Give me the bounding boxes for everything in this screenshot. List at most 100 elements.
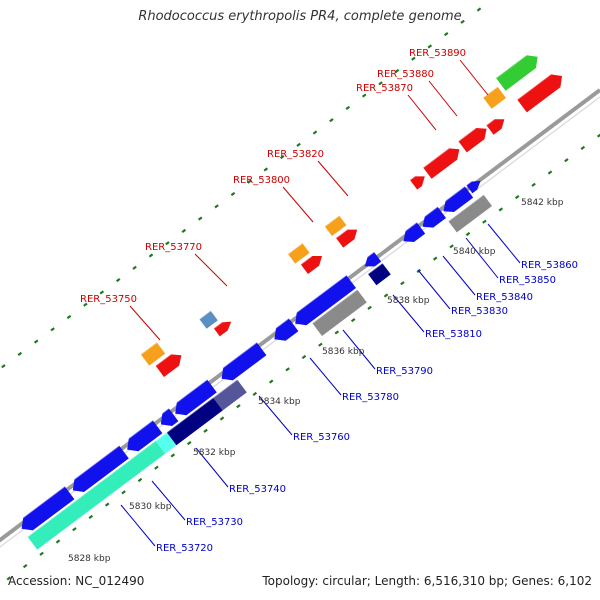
- position-tick: [104, 502, 110, 507]
- kbp-label: 5830 kbp: [129, 502, 172, 512]
- gene-label: RER_53730: [186, 517, 243, 528]
- gene-label: RER_53830: [451, 306, 508, 317]
- label-leader-line: [194, 253, 228, 287]
- gene-label: RER_53750: [80, 294, 137, 305]
- gene-feature-highlight: [67, 445, 120, 485]
- label-leader-line: [407, 94, 437, 131]
- kbp-label: 5832 kbp: [193, 448, 236, 458]
- gene-feature: [274, 318, 299, 341]
- gene-feature-highlight: [155, 431, 168, 442]
- label-leader-line: [428, 80, 458, 117]
- position-tick: [263, 167, 269, 172]
- position-tick: [596, 133, 600, 138]
- gene-feature: [486, 119, 505, 135]
- map-title: Rhodococcus erythropolis PR4, complete g…: [138, 9, 462, 24]
- gene-feature-highlight: [140, 341, 158, 355]
- position-tick: [236, 404, 241, 409]
- position-tick: [361, 93, 367, 98]
- accession-text: Accession: NC_012490: [8, 574, 145, 588]
- gene-feature-highlight: [213, 321, 223, 329]
- gene-feature-highlight: [438, 185, 466, 207]
- position-tick: [400, 281, 405, 286]
- position-tick: [432, 256, 438, 261]
- position-tick: [312, 130, 318, 135]
- position-tick: [50, 327, 55, 332]
- gene-feature-highlight: [367, 262, 383, 275]
- gene-feature-highlight: [16, 485, 66, 524]
- gene-feature: [336, 229, 358, 248]
- position-tick: [214, 204, 219, 209]
- position-tick: [296, 142, 301, 147]
- gene-feature: [213, 321, 232, 337]
- position-tick: [580, 145, 586, 150]
- kbp-label: 5840 kbp: [453, 247, 496, 257]
- gene-feature: [221, 342, 267, 381]
- gene-feature-highlight: [311, 289, 358, 324]
- position-tick: [367, 305, 372, 310]
- gene-feature-highlight: [417, 206, 439, 222]
- gene-feature-highlight: [27, 440, 157, 538]
- genome-summary-text: Topology: circular; Length: 6,516,310 bp…: [262, 574, 592, 588]
- position-tick: [72, 527, 77, 532]
- gene-feature: [443, 186, 474, 212]
- gene-feature: [422, 206, 446, 228]
- label-leaders: [120, 59, 521, 547]
- position-tick: [219, 416, 225, 421]
- gene-feature-highlight: [516, 73, 552, 101]
- gene-label: RER_53770: [145, 242, 202, 253]
- position-tick: [345, 105, 351, 110]
- gene-feature: [72, 445, 129, 492]
- kbp-label: 5834 kbp: [258, 397, 301, 407]
- label-leader-line: [487, 223, 521, 264]
- gene-feature-highlight: [155, 353, 172, 367]
- position-tick: [301, 354, 307, 360]
- label-leader-line: [151, 480, 186, 521]
- position-tick: [285, 367, 290, 372]
- label-leader-line: [442, 255, 476, 296]
- position-tick: [83, 302, 88, 307]
- position-tick: [165, 241, 170, 246]
- gene-feature-highlight: [324, 215, 340, 227]
- position-tick: [148, 253, 154, 258]
- position-tick: [33, 339, 39, 344]
- gene-feature: [155, 354, 182, 377]
- gene-feature-highlight: [495, 54, 527, 79]
- gene-feature-highlight: [457, 127, 477, 142]
- gene-feature: [27, 440, 166, 550]
- label-leader-line: [120, 504, 156, 547]
- gene-feature: [300, 256, 322, 274]
- gene-feature: [496, 55, 538, 91]
- label-leader-line: [129, 305, 161, 341]
- gene-feature: [517, 74, 562, 113]
- position-tick: [531, 182, 536, 187]
- position-tick: [378, 81, 383, 86]
- label-leader-line: [342, 329, 376, 370]
- position-tick: [6, 576, 12, 581]
- label-leader-line: [392, 294, 425, 333]
- gene-feature-highlight: [300, 255, 313, 265]
- position-tick: [88, 514, 94, 519]
- gene-feature: [403, 222, 426, 242]
- position-tick: [383, 293, 389, 298]
- label-leader-line: [195, 447, 229, 488]
- position-tick: [476, 7, 482, 12]
- position-tick: [1, 364, 6, 369]
- gene-feature: [127, 420, 163, 452]
- gene-label: RER_53720: [156, 543, 213, 554]
- gene-feature: [155, 432, 177, 454]
- gene-feature-highlight: [212, 379, 238, 399]
- position-tick: [465, 231, 471, 237]
- gene-label: RER_53790: [376, 366, 433, 377]
- position-ticks: [1, 7, 600, 581]
- position-tick: [170, 453, 176, 458]
- position-tick: [197, 216, 203, 221]
- gene-label: RER_53780: [342, 392, 399, 403]
- gene-feature-highlight: [465, 181, 472, 186]
- gene-label: RER_53840: [476, 292, 533, 303]
- gene-feature-highlight: [409, 175, 416, 181]
- position-tick: [230, 191, 236, 197]
- gene-feature: [199, 310, 218, 329]
- position-tick: [482, 219, 487, 224]
- position-tick: [498, 207, 504, 212]
